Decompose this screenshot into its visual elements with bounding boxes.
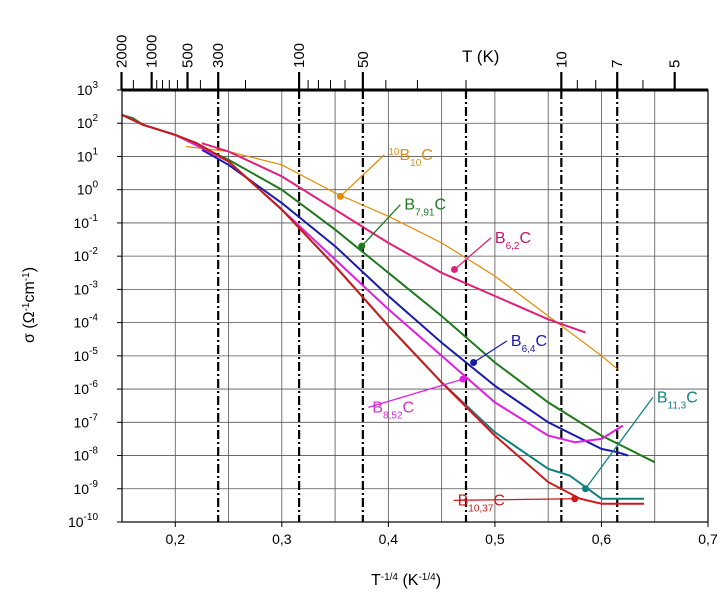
leader-line bbox=[473, 340, 508, 364]
series-line bbox=[185, 145, 618, 370]
series-label: B6,4C bbox=[511, 333, 547, 355]
y-tick-label: 10-6 bbox=[74, 379, 99, 397]
y-axis-label: σ (Ω-1cm-1) bbox=[21, 267, 39, 343]
y-tick-label: 10-7 bbox=[74, 412, 99, 430]
leader-line bbox=[453, 237, 492, 270]
top-tick-label: 7 bbox=[609, 60, 626, 68]
top-tick-label: 50 bbox=[355, 51, 372, 68]
series-line bbox=[121, 113, 645, 500]
leader-line bbox=[361, 204, 401, 247]
y-tick-label: 10-2 bbox=[74, 246, 99, 264]
y-tick-label: 10-9 bbox=[74, 479, 99, 497]
temperature-marker-lines bbox=[217, 90, 619, 522]
series-label: B10,37C bbox=[458, 492, 505, 514]
series-marker bbox=[470, 358, 478, 366]
series-line bbox=[201, 142, 586, 334]
x-tick-label: 0,6 bbox=[592, 531, 612, 547]
top-tick-label: 300 bbox=[210, 43, 227, 68]
series-label: B8,52C bbox=[372, 399, 414, 421]
series-line bbox=[121, 113, 645, 505]
x-tick-label: 0,5 bbox=[485, 531, 505, 547]
top-tick-label: 1000 bbox=[144, 35, 161, 68]
series-marker bbox=[336, 192, 344, 200]
series-marker bbox=[450, 265, 458, 273]
y-tick-label: 10-10 bbox=[68, 512, 98, 530]
top-tick-label: 500 bbox=[179, 43, 196, 68]
x-tick-label: 0,3 bbox=[272, 531, 292, 547]
y-tick-label: 100 bbox=[77, 180, 99, 198]
x-tick-label: 0,4 bbox=[379, 531, 399, 547]
series-marker bbox=[581, 485, 589, 493]
series-labels: 10B10C B7,91C B6,2C B6,4C B8,52C B11,3C B10,37… bbox=[336, 146, 698, 514]
leader-line bbox=[368, 378, 464, 408]
series-label: B7,91C bbox=[404, 197, 446, 219]
top-tick-label: 5 bbox=[667, 60, 684, 68]
series-line bbox=[121, 113, 624, 444]
x-tick-label: 0,2 bbox=[166, 531, 186, 547]
series-marker bbox=[571, 495, 579, 503]
y-tick-label: 101 bbox=[77, 146, 99, 164]
x-tick-label: 0,7 bbox=[698, 531, 718, 547]
y-tick-label: 10-1 bbox=[74, 213, 99, 231]
y-tick-label: 103 bbox=[77, 80, 99, 98]
x-axis-label: T-1/4 (K-1/4) bbox=[371, 572, 441, 590]
top-tick-label: 100 bbox=[291, 43, 308, 68]
y-tick-label: 10-4 bbox=[74, 313, 99, 331]
leader-line bbox=[453, 498, 575, 502]
data-series bbox=[121, 113, 656, 505]
series-label: 10B10C bbox=[388, 146, 432, 168]
series-line bbox=[201, 148, 629, 457]
series-marker bbox=[459, 375, 467, 383]
y-tick-label: 10-3 bbox=[74, 279, 99, 297]
top-tick-label: 2000 bbox=[114, 35, 131, 68]
leader-line bbox=[339, 154, 385, 197]
y-tick-label: 102 bbox=[77, 113, 99, 131]
series-label: B6,2C bbox=[495, 230, 531, 252]
top-tick-label: 10 bbox=[553, 51, 570, 68]
leader-line bbox=[584, 396, 654, 490]
axes: 103 102 101 100 10-1 10-2 10-3 10-4 10-5 10-6 10-7… bbox=[68, 35, 718, 547]
y-tick-label: 10-5 bbox=[74, 346, 99, 364]
y-tick-label: 10-8 bbox=[74, 446, 99, 464]
top-axis-label: T (K) bbox=[462, 47, 499, 66]
series-label: B11,3C bbox=[657, 389, 698, 411]
series-marker bbox=[358, 242, 366, 250]
